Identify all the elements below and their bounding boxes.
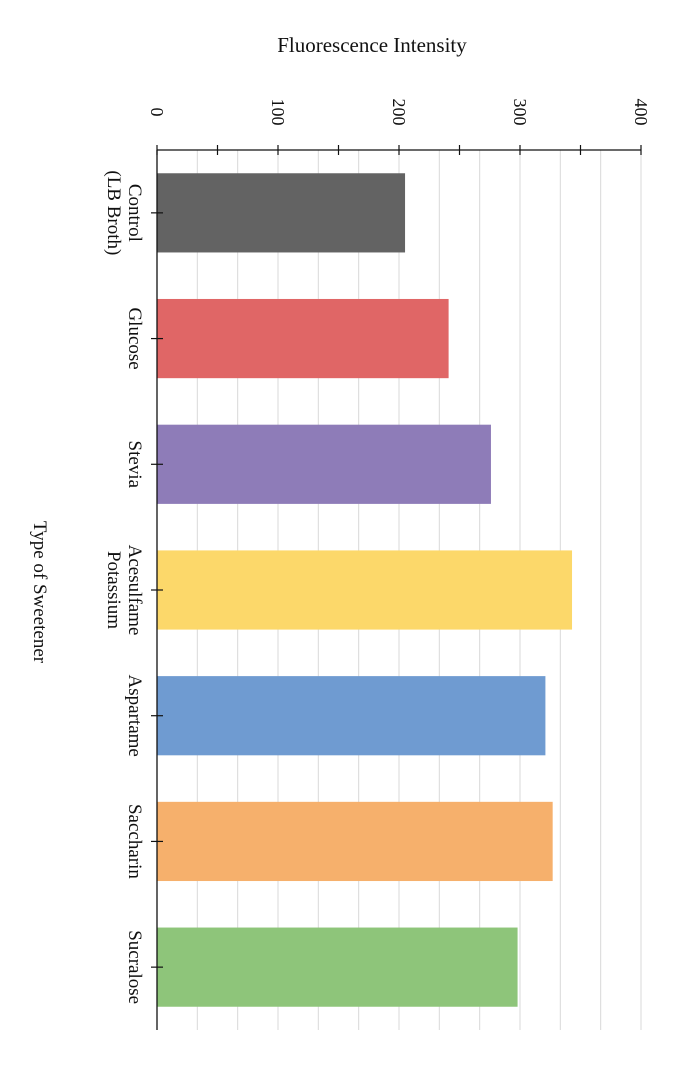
- bar: [157, 801, 553, 882]
- category-label: Sucralose: [124, 930, 145, 1004]
- category-label: AcesulfamePotassium: [103, 545, 145, 636]
- category-label: Stevia: [124, 441, 145, 489]
- value-tick-label: 300: [510, 99, 530, 126]
- bar: [157, 550, 573, 630]
- category-label: Glucose: [124, 307, 145, 369]
- value-tick-label: 100: [268, 99, 288, 126]
- bar: [157, 676, 546, 756]
- category-label: Aspartame: [124, 675, 145, 757]
- category-label: Saccharin: [124, 804, 145, 879]
- bar: [157, 424, 491, 504]
- category-label: Control(LB Broth): [103, 170, 145, 255]
- plot-area: 0 100 200 300 400 Control(LB Broth) Glucose Ste…: [103, 99, 651, 1030]
- value-tick-label: 0: [147, 108, 167, 117]
- bar: [157, 927, 518, 1007]
- value-tick-label: 200: [389, 99, 409, 126]
- bar: [157, 298, 449, 379]
- category-axis-title: Type of Sweetener: [29, 521, 50, 664]
- bar: [157, 173, 406, 253]
- value-tick-label: 400: [631, 99, 651, 126]
- value-axis-title: Fluorescence Intensity: [277, 33, 467, 57]
